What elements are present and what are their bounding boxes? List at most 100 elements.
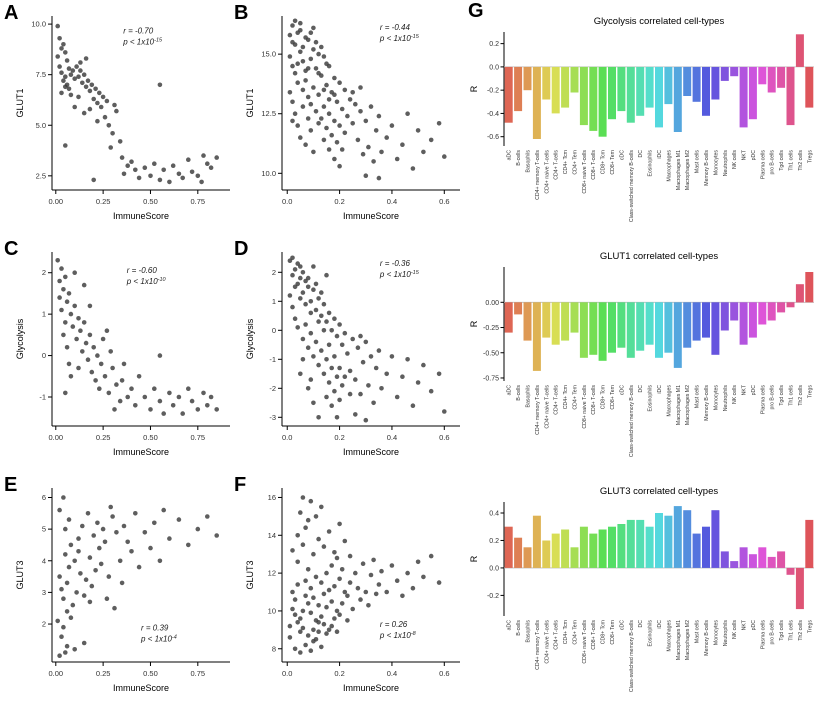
svg-text:CD4+ T-cells: CD4+ T-cells — [554, 150, 560, 180]
svg-text:CD8+ Tcm: CD8+ Tcm — [601, 620, 607, 644]
svg-text:0.0: 0.0 — [282, 197, 292, 206]
svg-text:12.5: 12.5 — [261, 109, 276, 118]
bar-svg-G1: Glycolysis correlated cell-types 0.2 0.0 -0… — [469, 16, 814, 222]
svg-text:pDC: pDC — [751, 385, 757, 396]
scatter-svg-E: 0.00 0.25 0.50 0.75 2 3 4 5 6 ImmuneScore GLUT3 r =… — [15, 488, 230, 693]
svg-text:GLUT1 correlated cell-types: GLUT1 correlated cell-types — [600, 251, 719, 262]
svg-text:CD4+ Tem: CD4+ Tem — [572, 150, 578, 175]
svg-text:0.2: 0.2 — [334, 197, 344, 206]
panel-d: D 0.0 0.2 0.4 0.6 -3 -2 -1 0 1 2 ImmuneScore Glycol… — [234, 238, 464, 458]
svg-text:aDC: aDC — [507, 385, 513, 396]
svg-text:0.2: 0.2 — [334, 669, 344, 678]
scatter-svg-C: 0.00 0.25 0.50 0.75 -1 0 1 2 ImmuneScore Glycolys… — [15, 252, 230, 457]
svg-text:ImmuneScore: ImmuneScore — [113, 683, 169, 693]
panel-c-scatter: 0.00 0.25 0.50 0.75 -1 0 1 2 ImmuneScore Glycolys… — [14, 242, 236, 458]
svg-text:CD8+ Tem: CD8+ Tem — [610, 385, 616, 410]
svg-text:cDC: cDC — [619, 385, 625, 395]
svg-text:Class-switched memory B-cells: Class-switched memory B-cells — [629, 620, 635, 692]
svg-text:B-cells: B-cells — [516, 385, 522, 401]
svg-text:6: 6 — [42, 493, 46, 502]
svg-text:DC: DC — [638, 620, 644, 628]
svg-text:2: 2 — [42, 268, 46, 277]
svg-text:CD8+ Tcm: CD8+ Tcm — [601, 385, 607, 409]
scatter-svg-B: 0.0 0.2 0.4 0.6 10.0 12.5 15.0 ImmuneScore GLUT1… — [245, 16, 460, 221]
svg-text:B-cells: B-cells — [516, 620, 522, 636]
svg-text:CD8+ T-cells: CD8+ T-cells — [591, 150, 597, 180]
svg-text:cDC: cDC — [619, 620, 625, 630]
svg-text:Basophils: Basophils — [525, 150, 531, 173]
svg-text:CD4+ T-cells: CD4+ T-cells — [554, 385, 560, 415]
svg-text:CD4+ naive T-cells: CD4+ naive T-cells — [544, 385, 550, 429]
svg-text:NK cells: NK cells — [732, 620, 738, 639]
svg-text:0.25: 0.25 — [96, 669, 111, 678]
svg-text:p < 1x10-4: p < 1x10-4 — [140, 635, 177, 644]
svg-text:14: 14 — [268, 531, 276, 540]
svg-text:0.4: 0.4 — [387, 433, 397, 442]
svg-text:CD8+ T-cells: CD8+ T-cells — [591, 620, 597, 650]
svg-text:pro B-cells: pro B-cells — [770, 150, 776, 175]
svg-text:15.0: 15.0 — [261, 50, 276, 59]
svg-text:cDC: cDC — [619, 150, 625, 160]
svg-text:r = -0.60: r = -0.60 — [127, 266, 158, 275]
svg-text:CD4+ memory T-cells: CD4+ memory T-cells — [535, 620, 541, 670]
panel-g: G Glycolysis correlated cell-types 0.2 0.0… — [468, 0, 822, 712]
svg-text:GLUT3 correlated cell-types: GLUT3 correlated cell-types — [600, 486, 719, 497]
svg-text:Macrophages M2: Macrophages M2 — [685, 620, 691, 660]
svg-text:-0.2: -0.2 — [487, 593, 499, 600]
panel-f-scatter: 0.0 0.2 0.4 0.6 8 10 12 14 16 ImmuneScore GLUT3 r =… — [244, 478, 466, 694]
svg-text:Eosinophils: Eosinophils — [648, 150, 654, 177]
svg-text:R: R — [469, 555, 479, 562]
svg-text:Monocytes: Monocytes — [713, 150, 719, 175]
svg-text:0.50: 0.50 — [143, 433, 158, 442]
panel-c: C 0.00 0.25 0.50 0.75 -1 0 1 2 ImmuneScore Glycol… — [4, 238, 236, 458]
svg-text:CD4+ Tem: CD4+ Tem — [572, 620, 578, 645]
svg-text:GLUT3: GLUT3 — [245, 560, 255, 589]
svg-text:NK cells: NK cells — [732, 385, 738, 404]
svg-text:CD4+ naive T-cells: CD4+ naive T-cells — [544, 620, 550, 664]
svg-text:-0.25: -0.25 — [483, 325, 499, 332]
svg-text:-1: -1 — [269, 355, 276, 364]
svg-text:GLUT3: GLUT3 — [15, 560, 25, 589]
svg-text:CD4+ T-cells: CD4+ T-cells — [554, 620, 560, 650]
svg-text:0.2: 0.2 — [489, 538, 499, 545]
panel-b-scatter: 0.0 0.2 0.4 0.6 10.0 12.5 15.0 ImmuneScore GLUT1… — [244, 6, 466, 222]
svg-text:Neutrophils: Neutrophils — [723, 150, 729, 177]
svg-text:Class-switched memory B-cells: Class-switched memory B-cells — [629, 150, 635, 222]
svg-text:CD8+ naive T-cells: CD8+ naive T-cells — [582, 620, 588, 664]
svg-text:r = 0.39: r = 0.39 — [141, 624, 169, 633]
svg-text:0.0: 0.0 — [282, 669, 292, 678]
svg-text:Macrophages: Macrophages — [666, 620, 672, 652]
svg-text:4: 4 — [42, 556, 46, 565]
svg-text:Glycolysis correlated cell-typ: Glycolysis correlated cell-types — [594, 16, 725, 27]
svg-text:r = -0.36: r = -0.36 — [380, 259, 411, 268]
svg-text:Monocytes: Monocytes — [713, 385, 719, 410]
svg-text:0.4: 0.4 — [489, 510, 499, 517]
svg-text:Neutrophils: Neutrophils — [723, 620, 729, 647]
svg-text:CD4+ Tcm: CD4+ Tcm — [563, 150, 569, 174]
panel-b: B 0.0 0.2 0.4 0.6 10.0 12.5 15.0 ImmuneScore GLU… — [234, 2, 466, 222]
svg-text:Tgd cells: Tgd cells — [779, 150, 785, 171]
svg-text:CD8+ T-cells: CD8+ T-cells — [591, 385, 597, 415]
svg-text:Th1 cells: Th1 cells — [789, 620, 795, 641]
svg-text:2.5: 2.5 — [36, 171, 46, 180]
svg-text:GLUT1: GLUT1 — [15, 88, 25, 117]
svg-text:Th2 cells: Th2 cells — [798, 620, 804, 641]
svg-text:0.75: 0.75 — [191, 433, 206, 442]
svg-text:Basophils: Basophils — [525, 385, 531, 408]
svg-text:Macrophages M2: Macrophages M2 — [685, 150, 691, 190]
svg-text:pro B-cells: pro B-cells — [770, 620, 776, 645]
svg-text:10: 10 — [268, 606, 276, 615]
svg-text:0.2: 0.2 — [489, 41, 499, 48]
svg-text:pro B-cells: pro B-cells — [770, 385, 776, 410]
svg-text:iDC: iDC — [657, 620, 663, 629]
svg-text:-0.4: -0.4 — [487, 111, 499, 118]
svg-text:Eosinophils: Eosinophils — [648, 385, 654, 412]
svg-text:0.0: 0.0 — [489, 64, 499, 71]
svg-text:Mast cells: Mast cells — [695, 385, 701, 408]
svg-text:Glycolysis: Glycolysis — [245, 318, 255, 359]
svg-text:Tregs: Tregs — [807, 385, 813, 398]
svg-text:3: 3 — [42, 588, 46, 597]
svg-text:r = -0.70: r = -0.70 — [123, 26, 154, 35]
svg-text:-0.6: -0.6 — [487, 134, 499, 141]
svg-text:Memory B-cells: Memory B-cells — [704, 385, 710, 421]
